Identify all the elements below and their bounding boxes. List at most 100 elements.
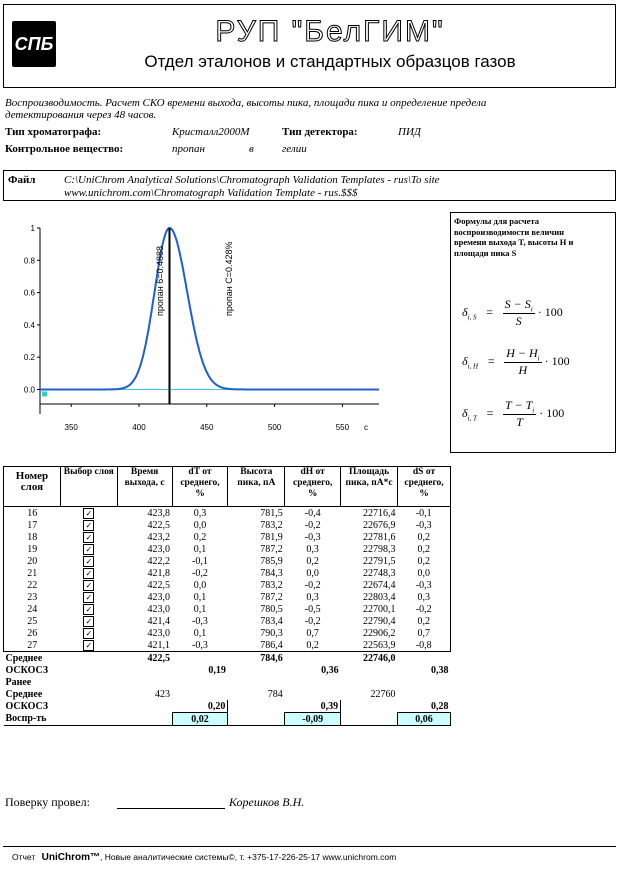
x-tick-label: 550 <box>336 423 350 432</box>
ds-cell: -0,1 <box>415 507 432 519</box>
area-cell: 22906,2 <box>363 627 396 639</box>
layer-number: 26 <box>27 627 38 639</box>
ds-cell: -0,2 <box>415 603 432 615</box>
height-cell: 780,5 <box>260 603 283 615</box>
layer-select-checkbox[interactable]: ✓ <box>83 579 95 591</box>
carrier-gas: гелии <box>282 143 307 155</box>
substance-label: Контрольное вещество: <box>5 143 124 155</box>
checker-name: Корешков В.Н. <box>229 795 305 809</box>
dh-cell: 0,2 <box>306 555 319 567</box>
layer-select-checkbox[interactable]: ✓ <box>83 519 95 531</box>
area-cell: 22748,3 <box>363 567 396 579</box>
layer-select-checkbox[interactable]: ✓ <box>83 555 95 567</box>
x-tick-label: 500 <box>268 423 282 432</box>
layer-number: 22 <box>27 579 38 591</box>
dt-cell: -0,2 <box>192 567 208 579</box>
file-box <box>3 170 616 201</box>
layer-number: 20 <box>27 555 38 567</box>
layer-select-checkbox[interactable]: ✓ <box>83 507 95 519</box>
area-cell: 22781,6 <box>363 531 396 543</box>
layer-select-checkbox[interactable]: ✓ <box>83 591 95 603</box>
dt-cell: 0,3 <box>193 507 207 519</box>
report-footer: Отчет UniChrom™, Новые аналитические сис… <box>12 852 396 863</box>
chromatogram-chart: 0.0 0.2 0.4 0.6 0.8 1 350 400 450 500 550 c пропа… <box>24 224 379 432</box>
prev-label: Ранее <box>5 676 32 688</box>
height-cell: 787,2 <box>260 591 283 603</box>
dh-cell: 0,7 <box>306 627 319 639</box>
signature-line <box>117 808 225 809</box>
logo: СПБ <box>12 21 56 67</box>
ds-cell: 0,0 <box>417 567 431 579</box>
substance-value: пропан <box>172 143 205 155</box>
prev-row: Ранее <box>4 676 451 688</box>
layer-select-checkbox[interactable]: ✓ <box>83 603 95 615</box>
file-path-line2: www.unichrom.com\Chromatograph Validatio… <box>64 187 358 199</box>
dh-cell: 0,3 <box>306 543 319 555</box>
prev-mean-area: 22760 <box>370 688 396 700</box>
x-tick-label: 400 <box>132 423 146 432</box>
peak-label-right: пропан C=0.428% <box>224 241 234 316</box>
area-cell: 22676,9 <box>363 519 396 531</box>
prev-sko-height: 0,39 <box>284 700 342 713</box>
layer-number: 27 <box>27 639 38 651</box>
y-tick-label: 0.2 <box>24 353 36 362</box>
layer-select-checkbox[interactable]: ✓ <box>83 531 95 543</box>
dt-cell: 0,0 <box>193 579 207 591</box>
layer-number: 17 <box>27 519 38 531</box>
time-cell: 423,0 <box>147 603 171 615</box>
ds-cell: 0,2 <box>417 531 431 543</box>
time-cell: 421,4 <box>147 615 171 627</box>
x-unit-label: c <box>364 423 368 432</box>
height-cell: 786,4 <box>260 639 283 651</box>
layer-select-checkbox[interactable]: ✓ <box>83 567 95 579</box>
dh-cell: -0,2 <box>304 615 321 627</box>
repro-height: -0,09 <box>284 712 342 726</box>
height-cell: 783,2 <box>260 519 283 531</box>
layer-number: 25 <box>27 615 38 627</box>
formula-area: δi, S = S − Si S · 100 <box>462 297 563 329</box>
area-cell: 22790,4 <box>363 615 396 627</box>
dt-cell: 0,0 <box>193 519 207 531</box>
y-tick-label: 0.8 <box>24 256 36 265</box>
layer-select-checkbox[interactable]: ✓ <box>83 615 95 627</box>
height-cell: 790,3 <box>260 627 283 639</box>
height-cell: 781,9 <box>260 531 283 543</box>
dt-cell: 0,2 <box>193 531 207 543</box>
mean-area: 22746,0 <box>363 652 396 664</box>
prev-sko-label: ОСКОСЗ <box>5 700 49 712</box>
table-body: 16 ✓ 423,8 0,3 781,5 -0,4 22716,4 -0,1 17 ✓ 422,5 0… <box>3 506 451 652</box>
height-cell: 784,3 <box>260 567 283 579</box>
sko-height: 0,36 <box>321 664 339 676</box>
department-title: Отдел эталонов и стандартных образцов га… <box>144 52 516 71</box>
col-header-dh: dH от среднего, % <box>284 466 342 507</box>
layer-number: 18 <box>27 531 38 543</box>
table-row: 20 ✓ 422,2 -0,1 785,9 0,2 22791,5 0,2 <box>4 555 451 567</box>
report-brand: UniChrom™ <box>41 852 100 863</box>
y-tick-label: 0.4 <box>24 321 36 330</box>
results-table: Номер слоя Выбор слоя Время выхода, с dT… <box>3 466 451 726</box>
dt-cell: -0,3 <box>192 615 208 627</box>
layer-select-checkbox[interactable]: ✓ <box>83 543 95 555</box>
col-header-select: Выбор слоя <box>59 466 118 507</box>
x-tick-label: 350 <box>65 423 79 432</box>
dt-cell: 0,1 <box>193 603 207 615</box>
layer-number: 24 <box>27 603 38 615</box>
layer-select-checkbox[interactable]: ✓ <box>83 639 95 651</box>
peak-curve <box>40 226 379 391</box>
detector-type-label: Тип детектора: <box>282 126 358 138</box>
sko-label: ОСКОСЗ <box>5 664 49 676</box>
dh-cell: -0,3 <box>304 531 321 543</box>
check-label: Поверку провел: <box>5 795 90 809</box>
table-row: 23 ✓ 423,0 0,1 787,2 0,3 22803,4 0,3 <box>4 591 451 603</box>
layer-number: 19 <box>27 543 38 555</box>
height-cell: 783,4 <box>260 615 283 627</box>
table-row: 18 ✓ 423,2 0,2 781,9 -0,3 22781,6 0,2 <box>4 531 451 543</box>
dh-cell: -0,5 <box>304 603 321 615</box>
col-header-area: Площадь пика, пА*с <box>340 466 399 507</box>
chrom-type-label: Тип хроматографа: <box>5 126 102 138</box>
table-row: 24 ✓ 423,0 0,1 780,5 -0,5 22700,1 -0,2 <box>4 603 451 615</box>
time-cell: 423,0 <box>147 627 171 639</box>
dh-cell: 0,0 <box>306 567 319 579</box>
layer-select-checkbox[interactable]: ✓ <box>83 627 95 639</box>
report-prefix: Отчет <box>12 852 36 862</box>
